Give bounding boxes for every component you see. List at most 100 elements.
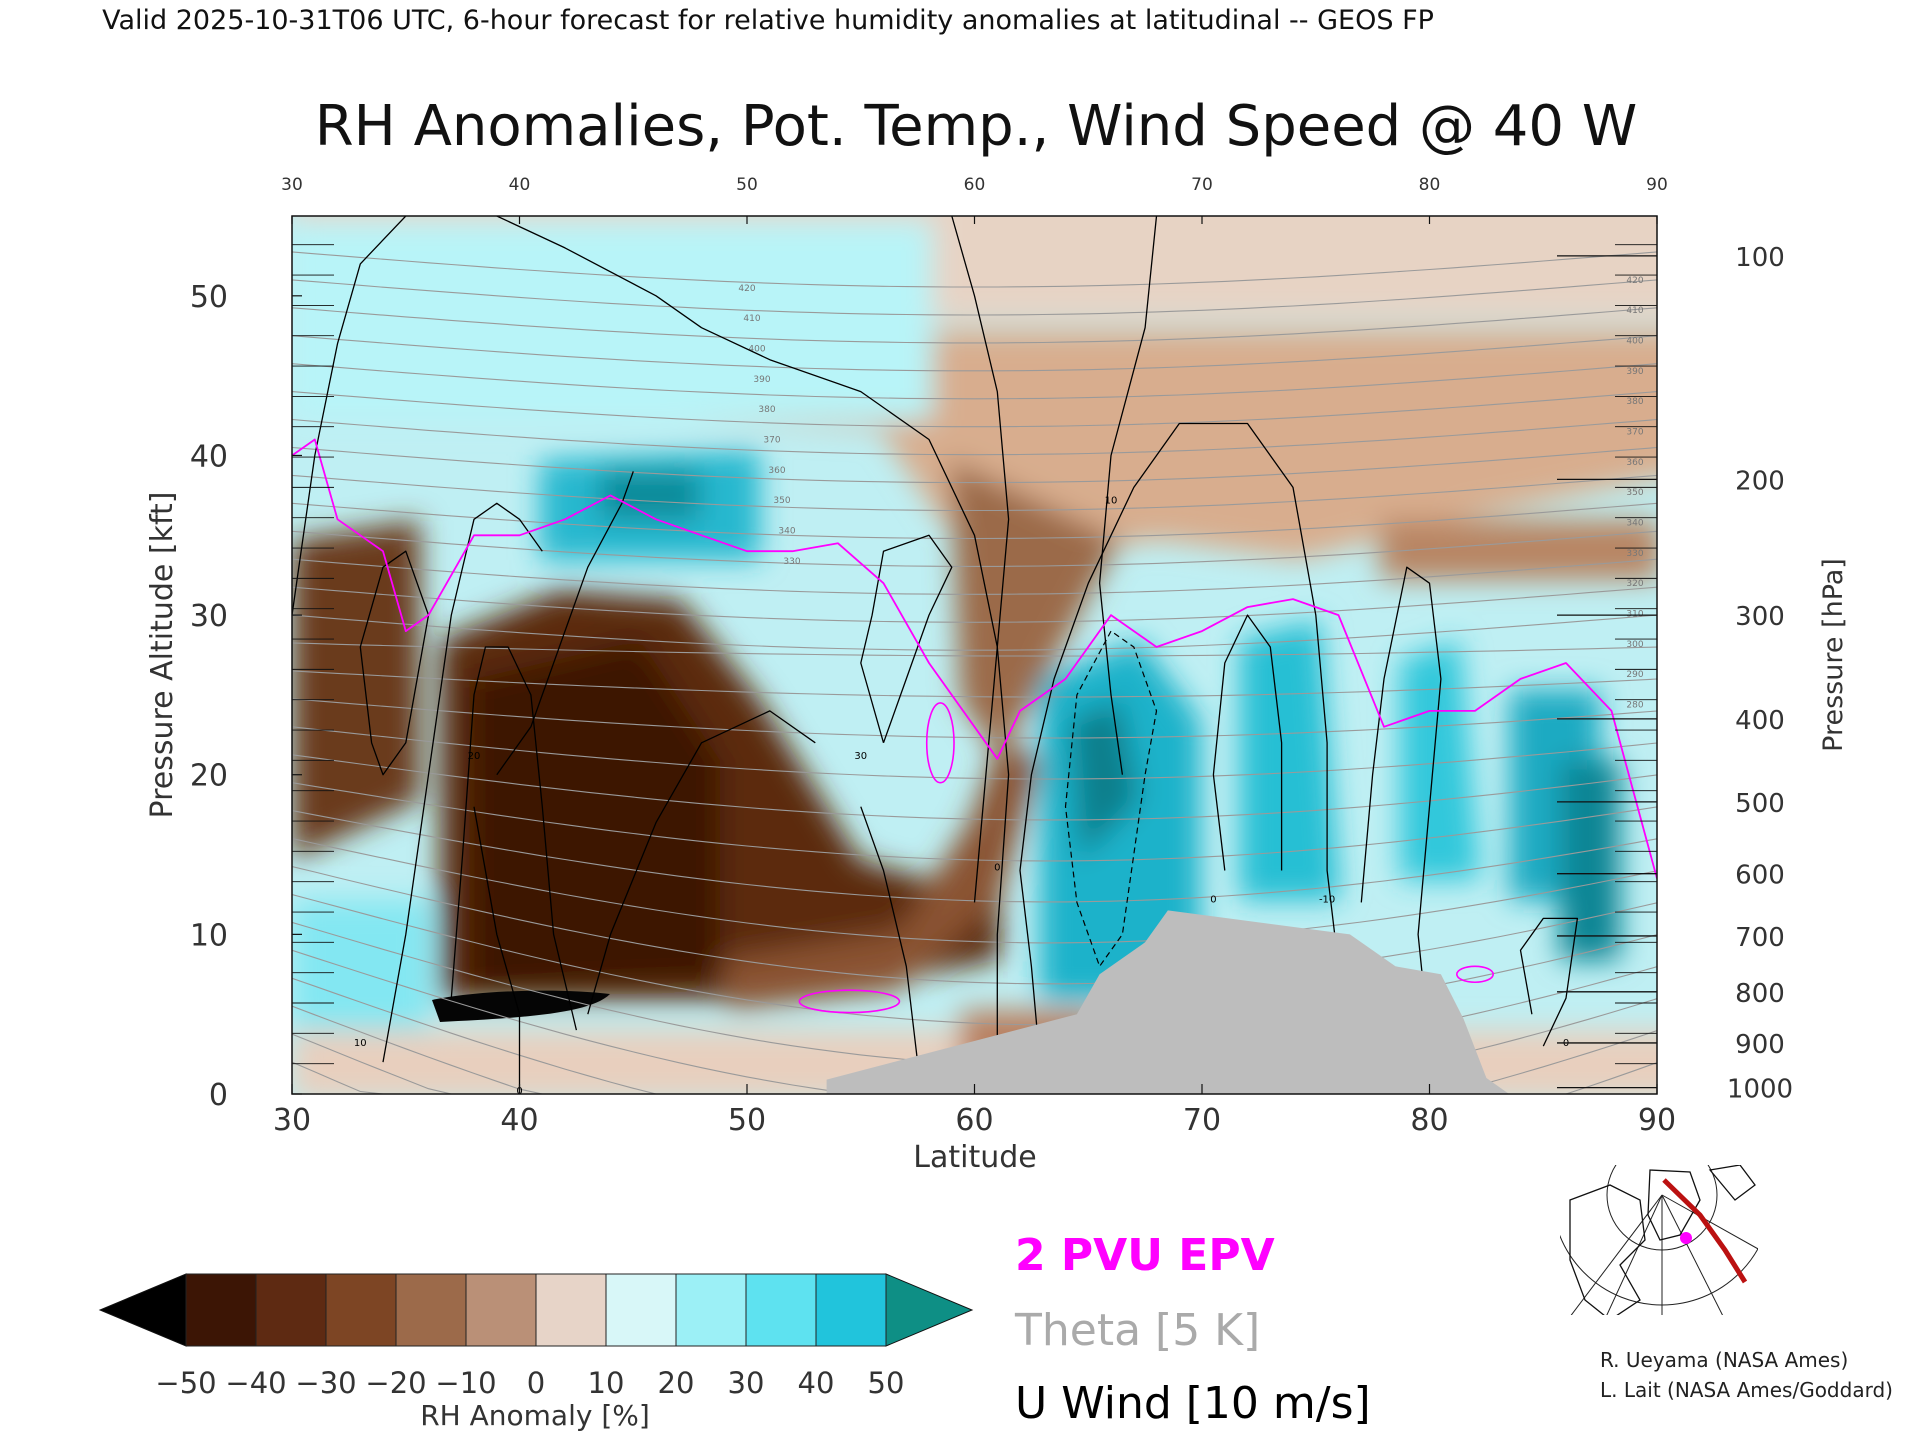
colorbar-tick-label: −20 — [365, 1366, 426, 1400]
map-meridian — [1570, 1194, 1663, 1315]
colorbar-tick-label: −30 — [295, 1366, 356, 1400]
theta-label: 420 — [738, 284, 755, 294]
epv-2pvu-loop — [1456, 965, 1495, 984]
colorbar-cell — [815, 1273, 887, 1347]
colorbar-tick-label: 10 — [588, 1366, 625, 1400]
x-tick-label: 30 — [273, 1103, 311, 1138]
u-wind-contour — [1519, 917, 1579, 1047]
pressure-tick-label: 800 — [1735, 979, 1785, 1009]
x-axis-label: Latitude — [913, 1140, 1036, 1175]
theta-label: 350 — [1626, 488, 1643, 498]
top-tick-label: 70 — [1191, 175, 1213, 195]
x-tick-label: 60 — [955, 1103, 993, 1138]
theta-label: 380 — [1626, 397, 1643, 407]
theta-label: 390 — [753, 375, 770, 385]
theta-label: 320 — [1626, 579, 1643, 589]
y-tick-label: 10 — [190, 918, 228, 953]
u-wind-contour — [1360, 566, 1442, 1047]
colorbar-tick-label: 40 — [798, 1366, 835, 1400]
pressure-tick-label: 200 — [1735, 466, 1785, 496]
legend-theta: Theta [5 K] — [1014, 1305, 1260, 1356]
u-wind-label: 0 — [994, 863, 1000, 874]
theta-label: 360 — [768, 466, 785, 476]
theta-label: 370 — [763, 435, 780, 445]
colorbar-cell — [535, 1273, 607, 1347]
colorbar-tick-label: 20 — [658, 1366, 695, 1400]
u-wind-contour — [496, 216, 1010, 1094]
theta-label: 360 — [1626, 458, 1643, 468]
theta-label: 370 — [1626, 428, 1643, 438]
y-tick-label: 0 — [209, 1078, 228, 1113]
legend-u-wind: U Wind [10 m/s] — [1015, 1378, 1371, 1429]
map-meridian — [1661, 1194, 1758, 1250]
u-wind-contour — [951, 216, 1010, 903]
colorbar: −50 −40 −30 −20 −10 0 10 20 30 40 50 — [98, 1273, 974, 1400]
colorbar-cell — [745, 1273, 817, 1347]
top-tick-label: 30 — [281, 175, 303, 195]
theta-contour — [292, 251, 1657, 288]
colorbar-label: RH Anomaly [%] — [420, 1399, 650, 1432]
top-axis: 30 40 50 60 70 80 90 — [281, 175, 1668, 224]
u-wind-contour — [496, 471, 634, 776]
theta-label: 330 — [1626, 549, 1643, 559]
terrain-shape — [826, 910, 1510, 1094]
theta-label: 340 — [778, 526, 795, 536]
y-tick-label: 40 — [190, 439, 228, 474]
rh-anomaly-field — [292, 216, 1657, 1094]
theta-label: 390 — [1626, 367, 1643, 377]
colorbar-tick-label: −40 — [225, 1366, 286, 1400]
colorbar-tick-label: −10 — [435, 1366, 496, 1400]
pressure-tick-label: 500 — [1735, 789, 1785, 819]
theta-label: 400 — [748, 344, 765, 354]
u-wind-contour — [1019, 422, 1340, 1094]
theta-contour — [292, 363, 1657, 400]
x-tick-label: 80 — [1410, 1103, 1448, 1138]
colorbar-cell — [325, 1273, 397, 1347]
theta-contour — [292, 307, 1657, 344]
theta-contour — [292, 586, 1657, 623]
credit-1: R. Ueyama (NASA Ames) — [1600, 1348, 1849, 1372]
pressure-tick-label: 600 — [1735, 861, 1785, 891]
theta-label: 300 — [1626, 640, 1643, 650]
colorbar-cell — [675, 1273, 747, 1347]
colorbar-cell — [395, 1273, 467, 1347]
colorbar-cell — [185, 1273, 257, 1347]
u-wind-label: -10 — [1319, 894, 1335, 905]
u-wind-label: 30 — [854, 751, 867, 762]
colorbar-cell — [255, 1273, 327, 1347]
top-tick-label: 50 — [736, 175, 758, 195]
theta-label: 410 — [1626, 306, 1643, 316]
theta-contour — [292, 279, 1657, 316]
y-tick-label: 50 — [190, 280, 228, 315]
theta-contour — [292, 446, 1657, 484]
top-tick-label: 40 — [509, 175, 531, 195]
x-tick-label: 40 — [500, 1103, 538, 1138]
colorbar-under-arrow — [98, 1273, 187, 1347]
y-axis-left: 0 10 20 30 40 50 — [190, 244, 1657, 1113]
theta-contour — [292, 865, 1657, 985]
u-wind-contour — [292, 216, 407, 616]
europe-coast — [1708, 1165, 1756, 1201]
colorbar-over-arrow — [885, 1273, 974, 1347]
u-wind-contour — [1098, 216, 1158, 775]
chart-title: RH Anomalies, Pot. Temp., Wind Speed @ 4… — [315, 94, 1637, 159]
colorbar-tick-label: 50 — [868, 1366, 905, 1400]
theta-label: 400 — [1626, 337, 1643, 347]
map-meridian — [1661, 1194, 1724, 1315]
u-wind-contour — [473, 806, 521, 1094]
theta-contour — [292, 838, 1657, 944]
u-wind-label: 0 — [1210, 894, 1216, 905]
colorbar-cell — [605, 1273, 677, 1347]
theta-contour — [292, 670, 1657, 698]
y-axis-right-pressure: 100 200 300 400 500 600 700 800 900 1000 — [1557, 243, 1793, 1105]
u-wind-contour — [587, 710, 816, 1015]
map-meridian — [1606, 1194, 1663, 1315]
theta-contour — [292, 642, 1657, 657]
y-tick-label: 20 — [190, 759, 228, 794]
theta-label: 420 — [1626, 276, 1643, 286]
pressure-tick-label: 300 — [1735, 602, 1785, 632]
pressure-tick-label: 1000 — [1727, 1075, 1793, 1105]
u-wind-label: 10 — [1105, 495, 1118, 506]
y-axis-label-left: Pressure Altitude [kft] — [145, 492, 180, 819]
epv-2pvu-contour — [292, 438, 1657, 879]
